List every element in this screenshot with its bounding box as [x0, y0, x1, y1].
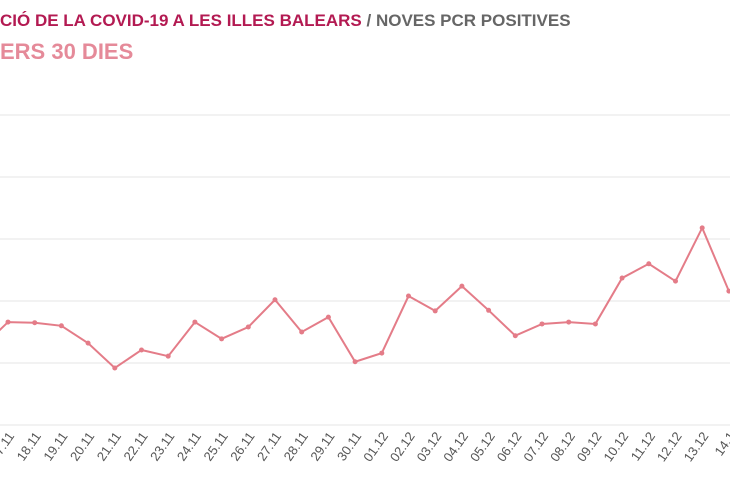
x-tick-label: 03.12 — [414, 429, 445, 464]
x-tick-label: 19.11 — [40, 429, 70, 463]
x-tick-label: 18.11 — [14, 429, 44, 463]
point — [566, 319, 572, 325]
title-main: CIÓ DE LA COVID-19 A LES ILLES BALEARS — [0, 11, 362, 30]
point — [112, 365, 118, 371]
x-tick-label: 08.12 — [547, 429, 578, 464]
x-tick-label: 06.12 — [494, 429, 525, 464]
line — [0, 225, 730, 370]
x-tick-label: 04.12 — [440, 429, 471, 464]
x-tick-label: 02.12 — [387, 429, 418, 464]
point — [219, 336, 225, 342]
point — [432, 308, 438, 314]
point — [299, 329, 305, 335]
x-tick-label: 12.12 — [654, 429, 685, 464]
point — [192, 319, 198, 325]
point — [165, 353, 171, 359]
point — [379, 350, 385, 356]
x-tick-label: 22.11 — [120, 429, 150, 463]
chart-subtitle: ERS 30 DIES — [0, 39, 133, 64]
point — [58, 323, 64, 329]
x-tick-label: 11.12 — [628, 429, 658, 463]
x-tick-label: 27.11 — [254, 429, 284, 463]
x-tick-label: 21.11 — [94, 429, 124, 463]
x-tick-label: 29.11 — [307, 429, 337, 463]
x-tick-label: 07.12 — [520, 429, 551, 464]
point — [486, 307, 492, 313]
x-tick-label: 23.11 — [147, 429, 177, 463]
point — [85, 340, 91, 346]
point — [272, 297, 278, 303]
point — [459, 283, 465, 289]
point — [512, 333, 518, 339]
point — [32, 320, 38, 326]
x-tick-label: 30.11 — [334, 429, 364, 463]
x-tick-label: 28.11 — [281, 429, 311, 463]
point — [619, 275, 625, 281]
point — [352, 359, 358, 365]
x-tick-label: 01.12 — [360, 429, 391, 464]
point — [539, 321, 545, 327]
x-tick-label: 26.11 — [227, 429, 257, 463]
point — [245, 324, 251, 330]
x-tick-label: 20.11 — [67, 429, 97, 463]
x-tick-label: 14.1 — [711, 429, 730, 458]
point — [406, 293, 411, 299]
chart-title: CIÓ DE LA COVID-19 A LES ILLES BALEARS /… — [0, 11, 571, 30]
point — [726, 288, 730, 294]
point — [673, 278, 678, 284]
x-tick-label: 10.12 — [600, 429, 631, 464]
x-tick-label: 05.12 — [467, 429, 498, 464]
point — [592, 321, 598, 327]
point — [325, 314, 331, 320]
point — [646, 261, 652, 267]
x-tick-label: 13.12 — [681, 429, 712, 464]
title-suffix: / NOVES PCR POSITIVES — [367, 11, 571, 30]
point — [5, 319, 11, 325]
x-tick-label: 09.12 — [574, 429, 605, 464]
x-tick-label: 25.11 — [200, 429, 230, 463]
x-tick-label: 24.11 — [174, 429, 204, 463]
point — [139, 347, 144, 353]
point — [699, 225, 705, 231]
